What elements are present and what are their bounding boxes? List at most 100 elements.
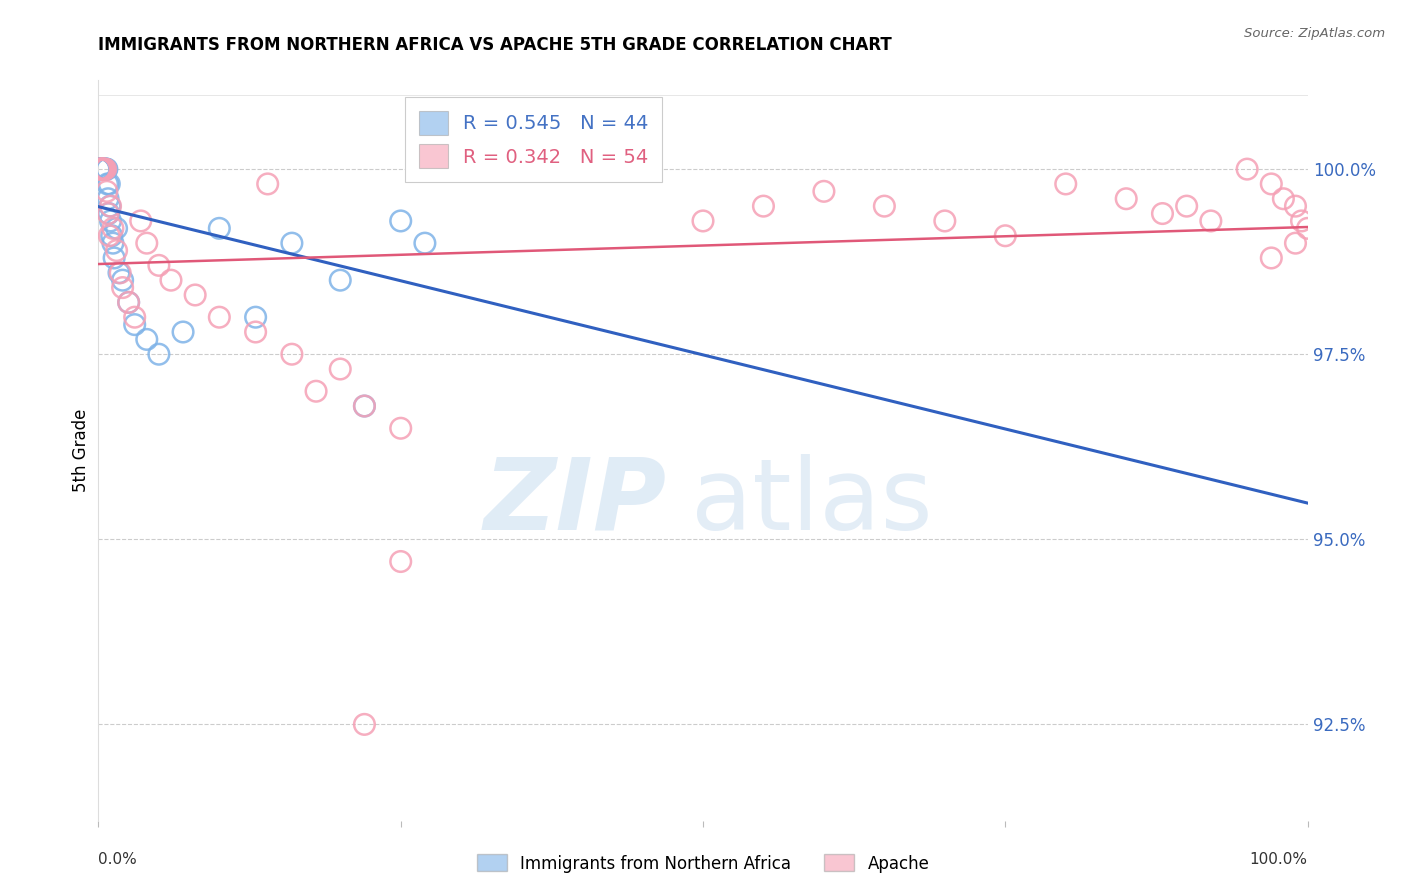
- Text: atlas: atlas: [690, 454, 932, 550]
- Point: [1054, 177, 1077, 191]
- Point: [91, 162, 114, 177]
- Point: [353, 399, 375, 413]
- Point: [135, 236, 157, 251]
- Point: [90, 162, 112, 177]
- Point: [1296, 221, 1319, 235]
- Point: [184, 288, 207, 302]
- Point: [96, 185, 118, 199]
- Point: [90, 162, 112, 177]
- Text: ZIP: ZIP: [484, 454, 666, 550]
- Point: [91, 162, 114, 177]
- Point: [89, 162, 111, 177]
- Point: [87, 162, 110, 177]
- Point: [89, 162, 111, 177]
- Point: [91, 162, 114, 177]
- Point: [100, 214, 122, 228]
- Point: [124, 310, 146, 325]
- Point: [389, 214, 412, 228]
- Point: [97, 206, 120, 220]
- Point: [873, 199, 896, 213]
- Point: [111, 280, 134, 294]
- Point: [105, 221, 128, 235]
- Point: [90, 162, 112, 177]
- Point: [89, 162, 111, 177]
- Point: [108, 266, 131, 280]
- Point: [305, 384, 328, 399]
- Point: [93, 162, 115, 177]
- Point: [813, 185, 835, 199]
- Point: [90, 162, 112, 177]
- Point: [101, 236, 124, 251]
- Point: [111, 273, 134, 287]
- Point: [148, 259, 170, 273]
- Point: [91, 162, 114, 177]
- Point: [118, 295, 141, 310]
- Point: [96, 162, 118, 177]
- Point: [129, 214, 152, 228]
- Text: 100.0%: 100.0%: [1250, 852, 1308, 867]
- Point: [245, 325, 267, 339]
- Point: [93, 162, 115, 177]
- Point: [135, 333, 157, 347]
- Point: [329, 273, 352, 287]
- Text: 0.0%: 0.0%: [98, 852, 138, 867]
- Point: [281, 347, 304, 361]
- Point: [1291, 214, 1313, 228]
- Y-axis label: 5th Grade: 5th Grade: [72, 409, 90, 492]
- Point: [1152, 206, 1174, 220]
- Legend: R = 0.545   N = 44, R = 0.342   N = 54: R = 0.545 N = 44, R = 0.342 N = 54: [405, 97, 662, 182]
- Point: [89, 162, 111, 177]
- Point: [934, 214, 956, 228]
- Point: [389, 421, 412, 435]
- Point: [94, 162, 117, 177]
- Point: [90, 162, 112, 177]
- Point: [97, 192, 120, 206]
- Point: [105, 244, 128, 258]
- Point: [91, 162, 114, 177]
- Point: [353, 399, 375, 413]
- Point: [752, 199, 775, 213]
- Point: [160, 273, 183, 287]
- Point: [100, 199, 122, 213]
- Point: [1199, 214, 1222, 228]
- Point: [1284, 199, 1306, 213]
- Point: [118, 295, 141, 310]
- Point: [245, 310, 267, 325]
- Point: [1236, 162, 1258, 177]
- Point: [256, 177, 278, 191]
- Point: [94, 162, 117, 177]
- Point: [450, 162, 472, 177]
- Point: [98, 228, 121, 243]
- Point: [94, 162, 117, 177]
- Point: [108, 266, 131, 280]
- Point: [90, 162, 112, 177]
- Legend: Immigrants from Northern Africa, Apache: Immigrants from Northern Africa, Apache: [470, 847, 936, 880]
- Point: [389, 555, 412, 569]
- Point: [98, 199, 121, 213]
- Point: [90, 162, 112, 177]
- Point: [148, 347, 170, 361]
- Point: [1260, 251, 1282, 265]
- Point: [413, 236, 436, 251]
- Point: [1175, 199, 1198, 213]
- Text: IMMIGRANTS FROM NORTHERN AFRICA VS APACHE 5TH GRADE CORRELATION CHART: IMMIGRANTS FROM NORTHERN AFRICA VS APACH…: [98, 36, 893, 54]
- Point: [692, 214, 714, 228]
- Point: [100, 228, 122, 243]
- Point: [101, 221, 124, 235]
- Point: [98, 177, 121, 191]
- Point: [208, 221, 231, 235]
- Text: Source: ZipAtlas.com: Source: ZipAtlas.com: [1244, 27, 1385, 40]
- Point: [329, 362, 352, 376]
- Point: [1284, 236, 1306, 251]
- Point: [172, 325, 194, 339]
- Point: [89, 162, 111, 177]
- Point: [124, 318, 146, 332]
- Point: [353, 717, 375, 731]
- Point: [96, 177, 118, 191]
- Point: [91, 162, 114, 177]
- Point: [1115, 192, 1137, 206]
- Point: [96, 162, 118, 177]
- Point: [994, 228, 1017, 243]
- Point: [93, 162, 115, 177]
- Point: [1260, 177, 1282, 191]
